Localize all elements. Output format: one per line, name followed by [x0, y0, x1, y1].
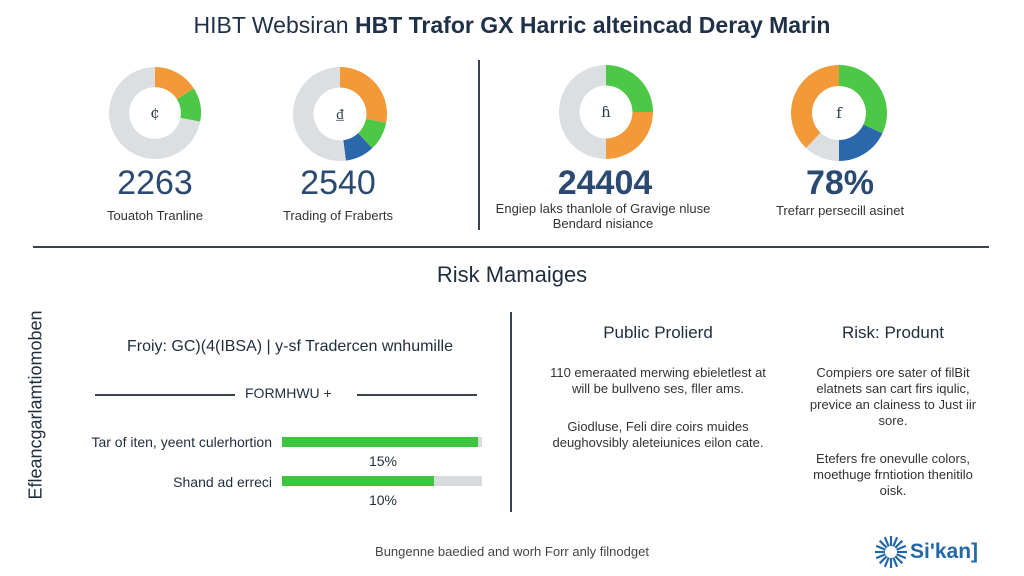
currency-icon: ɦ [601, 103, 611, 121]
kpi-label-1: Touatoh Tranline [106, 208, 204, 223]
section-divider [33, 246, 989, 248]
rule-line-left [95, 394, 235, 396]
column-public-text-2: Giodluse, Feli dire coirs muides deughov… [552, 419, 764, 450]
kpi-donut-2: ₫ [292, 66, 388, 162]
donut-slice-0 [340, 67, 387, 123]
progress-fill-2 [282, 476, 434, 486]
brand-logo[interactable]: Si'kan] [874, 535, 978, 569]
column-public: Public Prolierd 110 emeraated merwing eb… [548, 323, 768, 473]
kpi-value-2: 2540 [300, 164, 376, 202]
donut-chart-1 [109, 67, 201, 159]
column-public-heading: Public Prolierd [603, 323, 713, 342]
donut-slice-3 [293, 67, 346, 161]
footer-text: Bungenne baedied and worh Forr anly filn… [375, 544, 649, 559]
logo-ray [896, 544, 907, 551]
donut-slice-2 [109, 67, 201, 159]
kpi-value-4: 78% [805, 164, 875, 202]
column-risk-heading: Risk: Produnt [841, 323, 945, 342]
currency-icon: f [836, 104, 842, 122]
donut-hole [579, 85, 633, 139]
kpi-label-3: Engiep laks thanlole of Gravige nluse Be… [495, 201, 711, 231]
left-panel-heading: Froiy: GC)(4(IBSA) | y-sf Tradercen wnhu… [126, 338, 453, 355]
column-public-text-1: 110 emeraated merwing ebieletlest at wil… [550, 365, 766, 396]
donut-slice-0 [155, 67, 194, 100]
donut-slice-3 [791, 65, 839, 148]
bar-label-2: Shand ad erreci [173, 474, 272, 490]
donut-slice-1 [176, 88, 201, 122]
donut-chart-4 [791, 65, 887, 161]
column-risk-text-1: Compiers ore sater of filBit elatnets sa… [809, 365, 977, 428]
donut-slice-2 [559, 65, 606, 159]
rule-line-right [357, 394, 477, 396]
donut-hole [129, 87, 181, 139]
column-risk-text-2: Etefers fre onevulle colors, moethuge fr… [813, 451, 973, 498]
progress-bar-1 [282, 437, 482, 447]
logo-text: Si'kan] [910, 540, 979, 563]
donut-slice-2 [343, 133, 373, 161]
title-part-2: HBT Trafor GX Harric alteincad Deray Mar… [354, 12, 831, 38]
kpi-donut-4: f [790, 64, 888, 162]
panel-divider [510, 312, 512, 512]
logo-ray [892, 557, 899, 568]
logo-ray [875, 544, 886, 551]
rule-label: FORMHWU + [245, 385, 332, 401]
logo-ray [892, 536, 899, 547]
donut-slice-2 [806, 132, 839, 161]
donut-slice-1 [606, 112, 653, 159]
kpi-label-4: Trefarr persecill asinet [775, 203, 905, 218]
logo-ray [883, 536, 890, 547]
page-title: HIBT Websiran HBT Trafor GX Harric altei… [0, 12, 1024, 39]
rule-row: FORMHWU + [95, 385, 477, 405]
kpi-label-2: Trading of Fraberts [282, 208, 394, 223]
donut-slice-1 [358, 118, 387, 149]
logo-ray [896, 553, 907, 560]
kpi-donut-3: ɦ [558, 64, 654, 160]
column-risk: Risk: Produnt Compiers ore sater of filB… [798, 323, 988, 521]
kpi-divider [478, 60, 480, 230]
currency-icon: ¢ [150, 104, 160, 122]
donut-hole [812, 86, 866, 140]
bar-percent-2: 10% [368, 492, 398, 508]
logo-ray [875, 553, 886, 560]
donut-slice-0 [839, 65, 887, 134]
logo-ray [894, 555, 904, 565]
title-part-1: HIBT Websiran [193, 12, 355, 38]
section-title: Risk Mamaiges [436, 262, 588, 287]
currency-icon: ₫ [336, 104, 344, 123]
bar-percent-1: 15% [368, 453, 398, 469]
logo-ray [878, 539, 888, 549]
logo-ray [878, 555, 888, 565]
logo-ray [883, 557, 890, 568]
donut-hole [313, 87, 367, 141]
donut-chart-3 [559, 65, 653, 159]
progress-fill-1 [282, 437, 478, 447]
donut-slice-1 [839, 124, 883, 161]
vertical-label-text: Efleancgarlamtiomoben [25, 310, 46, 500]
bar-label-1: Tar of iten, yeent culerhortion [91, 434, 272, 450]
logo-ray [894, 539, 904, 549]
kpi-value-3: 24404 [557, 164, 653, 202]
vertical-side-label: Efleancgarlamtiomoben [14, 305, 58, 505]
sunburst-icon [875, 536, 907, 568]
kpi-section: ¢ 2263 Touatoh Tranline ₫ 2540 Trading o… [0, 58, 1024, 238]
kpi-donut-1: ¢ [108, 66, 202, 160]
donut-chart-2 [293, 67, 387, 161]
progress-bar-2 [282, 476, 482, 486]
kpi-value-1: 2263 [117, 164, 193, 202]
donut-slice-0 [606, 65, 653, 112]
